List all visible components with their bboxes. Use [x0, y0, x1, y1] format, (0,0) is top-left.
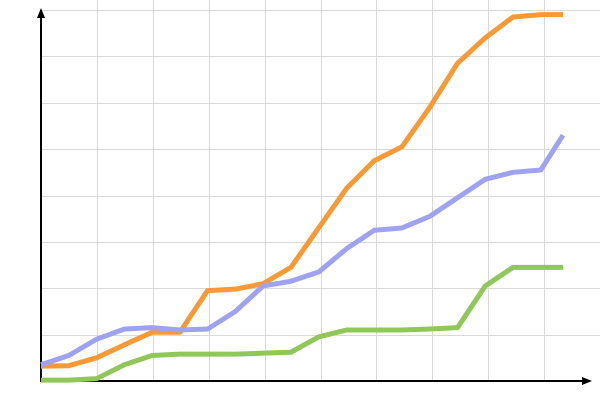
series-line-orange-series: [40, 12, 563, 369]
horizontal-gridlines: [41, 10, 600, 336]
data-series-layer: [40, 12, 566, 383]
y-axis-arrow-icon: [37, 8, 45, 18]
x-axis-arrow-icon: [582, 377, 592, 385]
y-axis: [37, 8, 45, 382]
series-line-purple-series: [40, 133, 566, 368]
x-axis: [40, 377, 592, 385]
vertical-gridlines: [97, 0, 545, 381]
series-line-green-series: [41, 264, 563, 383]
